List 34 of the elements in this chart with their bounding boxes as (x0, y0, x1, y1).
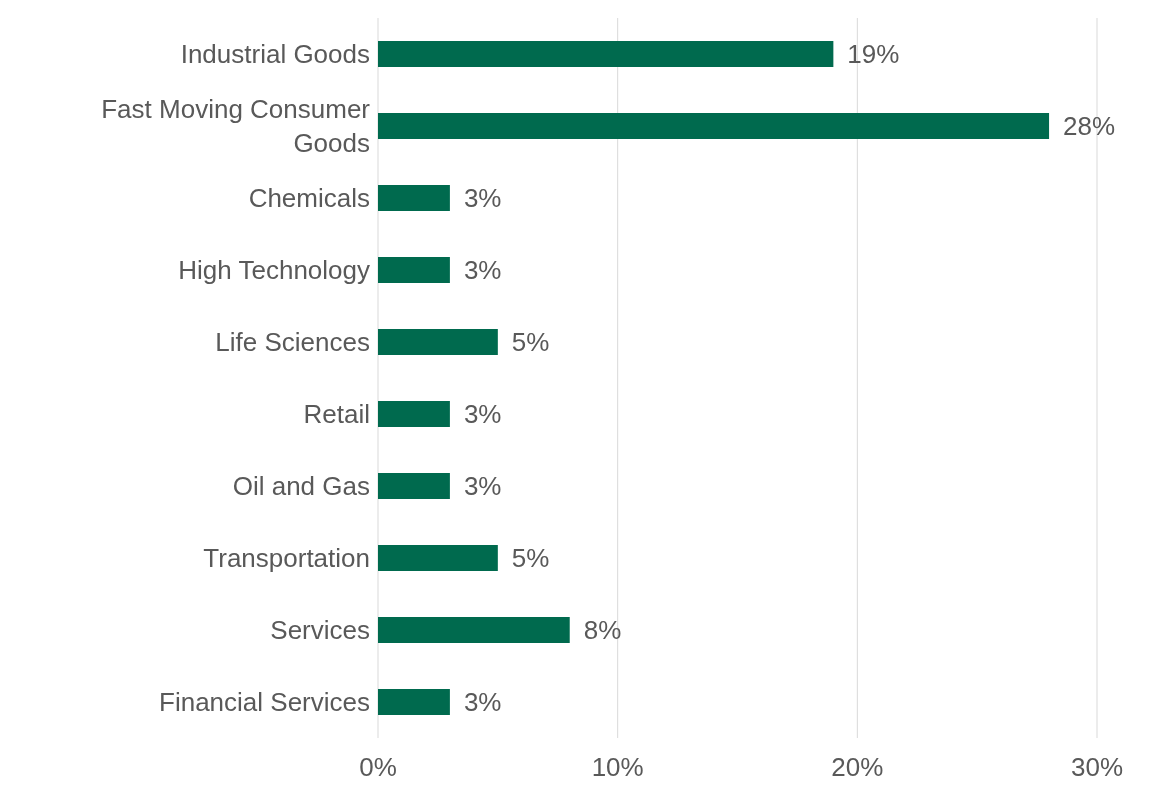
bar (378, 689, 450, 715)
bar (378, 113, 1050, 139)
x-tick-label: 30% (1070, 752, 1124, 783)
bar (378, 617, 570, 643)
y-tick-label: Services (270, 615, 370, 645)
bar (378, 545, 498, 571)
y-tick-label: Oil and Gas (232, 471, 370, 501)
data-label: 3% (463, 255, 502, 286)
data-label: 3% (463, 399, 502, 430)
bar (378, 401, 450, 427)
y-tick-label: Retail (303, 399, 370, 429)
data-label: 28% (1063, 111, 1116, 142)
data-label: 5% (511, 543, 550, 574)
x-tick-label: 0% (359, 752, 397, 783)
data-label: 19% (847, 39, 900, 70)
y-tick-label: Fast Moving Consumer Goods (101, 94, 371, 158)
bar (378, 185, 450, 211)
y-tick-label: Financial Services (159, 687, 370, 717)
y-tick-label: Transportation (203, 543, 370, 573)
y-tick-label: High Technology (178, 255, 370, 285)
y-tick-label: Life Sciences (215, 327, 370, 357)
bar (378, 473, 450, 499)
bar (378, 41, 834, 67)
y-tick-label: Industrial Goods (180, 39, 370, 69)
bar (378, 257, 450, 283)
x-tick-label: 20% (831, 752, 884, 783)
x-tick-label: 10% (591, 752, 644, 783)
data-label: 3% (463, 183, 502, 214)
y-tick-label: Chemicals (248, 183, 370, 213)
data-label: 3% (463, 687, 502, 718)
data-label: 8% (583, 615, 622, 646)
data-label: 3% (463, 471, 502, 502)
data-label: 5% (511, 327, 550, 358)
bar (378, 329, 498, 355)
